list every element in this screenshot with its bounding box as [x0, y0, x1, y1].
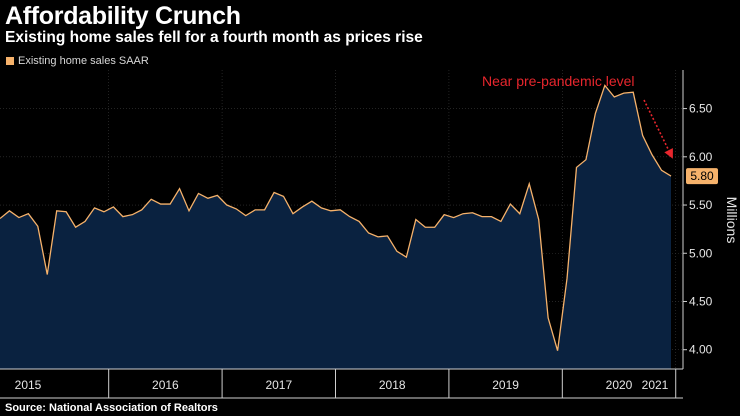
y-tick-label: 5.50 [689, 198, 713, 212]
y-tick-label: 4.00 [689, 343, 713, 357]
last-value-bg [686, 168, 718, 185]
year-label: 2019 [492, 378, 519, 392]
year-label: 2018 [379, 378, 406, 392]
year-label: 2016 [152, 378, 179, 392]
chart-subtitle: Existing home sales fell for a fourth mo… [5, 29, 423, 46]
series-line [0, 84, 672, 351]
y-tick-label: 6.50 [689, 102, 713, 116]
axes-layer [0, 70, 684, 399]
y-axis-ticks: 4.00 4.50 5.00 5.50 6.00 6.50 [683, 102, 713, 357]
last-value-badge: 5.80 [686, 168, 718, 185]
chart-title: Affordability Crunch [5, 2, 241, 30]
year-label: 2020 [606, 378, 633, 392]
legend-label: Existing home sales SAAR [18, 55, 149, 67]
x-axis-years: 2015 2016 2017 2018 2019 2020 2021 [15, 369, 677, 398]
annotation-text: Near pre-pandemic level [482, 73, 635, 89]
year-label: 2015 [15, 378, 42, 392]
annotation-group: Near pre-pandemic level [482, 73, 673, 159]
y-tick-label: 5.00 [689, 246, 713, 260]
year-label: 2021 [642, 378, 669, 392]
annotation-arrow [643, 99, 673, 159]
series-area-fill [0, 85, 671, 370]
legend: Existing home sales SAAR [6, 55, 149, 67]
year-label: 2017 [265, 378, 292, 392]
y-tick-label: 6.00 [689, 150, 713, 164]
y-tick-label: 4.50 [689, 294, 713, 308]
legend-swatch [6, 57, 14, 65]
source-note: Source: National Association of Realtors [5, 402, 218, 414]
y-axis-label: Millions [724, 197, 740, 244]
last-value-label: 5.80 [690, 169, 714, 183]
